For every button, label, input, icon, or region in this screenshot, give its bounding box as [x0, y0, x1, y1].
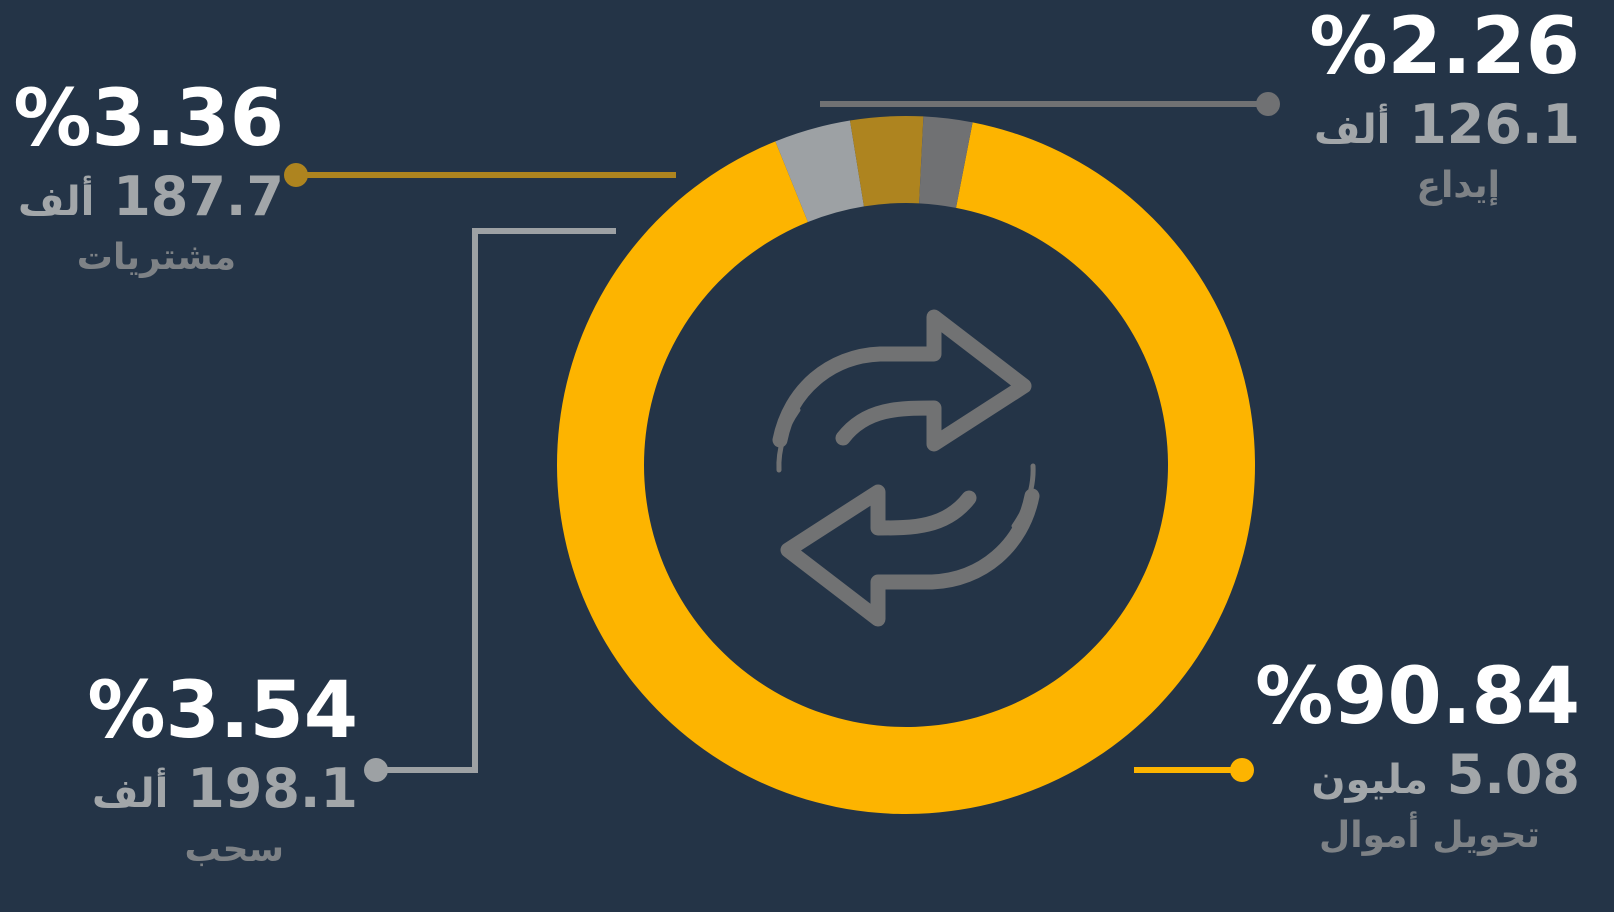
purchases-label: مشتريات — [76, 237, 236, 278]
withdrawal-amount-unit: ألف — [92, 771, 169, 817]
purchases-amount-value: 187.7 — [113, 165, 284, 228]
donut-slice-withdrawal — [775, 120, 864, 223]
connector-dot-purchases — [284, 163, 308, 187]
deposit-amount: 126.1 ألف — [1309, 98, 1580, 152]
label-withdrawal: %3.54 198.1 ألف سحب — [87, 672, 358, 868]
purchases-amount-unit: ألف — [18, 179, 95, 225]
withdrawal-amount: 198.1 ألف — [87, 762, 358, 816]
refresh-arrows-icon — [772, 309, 1040, 627]
purchases-amount: 187.7 ألف — [13, 170, 284, 224]
withdrawal-amount-value: 198.1 — [187, 757, 358, 820]
transfers-amount-unit: مليون — [1311, 757, 1428, 803]
withdrawal-percent: %3.54 — [87, 666, 358, 756]
transfers-amount-value: 5.08 — [1446, 743, 1580, 806]
connector-lines — [284, 92, 1280, 782]
deposit-percent: %2.26 — [1309, 2, 1580, 92]
connector-dot-transfers — [1230, 758, 1254, 782]
connector-line-withdrawal — [376, 228, 616, 773]
donut-slice-purchases — [850, 115, 924, 207]
donut-slice-transfers — [556, 122, 1255, 814]
connector-dot-withdrawal — [364, 758, 388, 782]
transfers-label: تحويل أموال — [1319, 815, 1540, 856]
donut-slice-deposit — [919, 116, 973, 208]
deposit-amount-value: 126.1 — [1409, 93, 1580, 156]
withdrawal-label: سحب — [184, 829, 284, 870]
transfers-percent: %90.84 — [1255, 652, 1580, 742]
label-deposit: %2.26 126.1 ألف إيداع — [1309, 8, 1580, 204]
connector-dot-deposit — [1256, 92, 1280, 116]
label-transfers: %90.84 5.08 مليون تحويل أموال — [1255, 658, 1580, 854]
label-purchases: %3.36 187.7 ألف مشتريات — [13, 80, 284, 276]
purchases-percent: %3.36 — [13, 74, 284, 164]
deposit-label: إيداع — [1416, 165, 1500, 206]
transfers-amount: 5.08 مليون — [1255, 748, 1580, 802]
deposit-amount-unit: ألف — [1314, 107, 1391, 153]
